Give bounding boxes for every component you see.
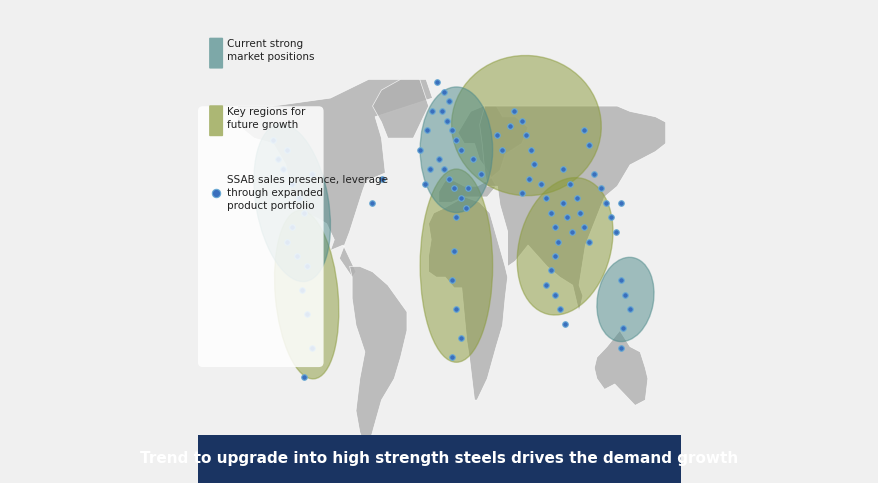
FancyBboxPatch shape [198,435,680,483]
Ellipse shape [516,178,612,315]
FancyBboxPatch shape [209,105,223,136]
Ellipse shape [420,169,492,362]
Ellipse shape [596,257,653,341]
Text: SSAB sales presence, leverage
through expanded
product portfolio: SSAB sales presence, leverage through ex… [227,175,387,212]
Ellipse shape [274,211,338,379]
Ellipse shape [420,87,492,213]
Text: Current strong
market positions: Current strong market positions [227,39,314,62]
Ellipse shape [254,124,330,282]
FancyBboxPatch shape [209,38,223,69]
Text: Trend to upgrade into high strength steels drives the demand growth: Trend to upgrade into high strength stee… [140,451,738,467]
Ellipse shape [451,56,601,196]
FancyBboxPatch shape [198,106,323,367]
Text: Key regions for
future growth: Key regions for future growth [227,107,305,130]
